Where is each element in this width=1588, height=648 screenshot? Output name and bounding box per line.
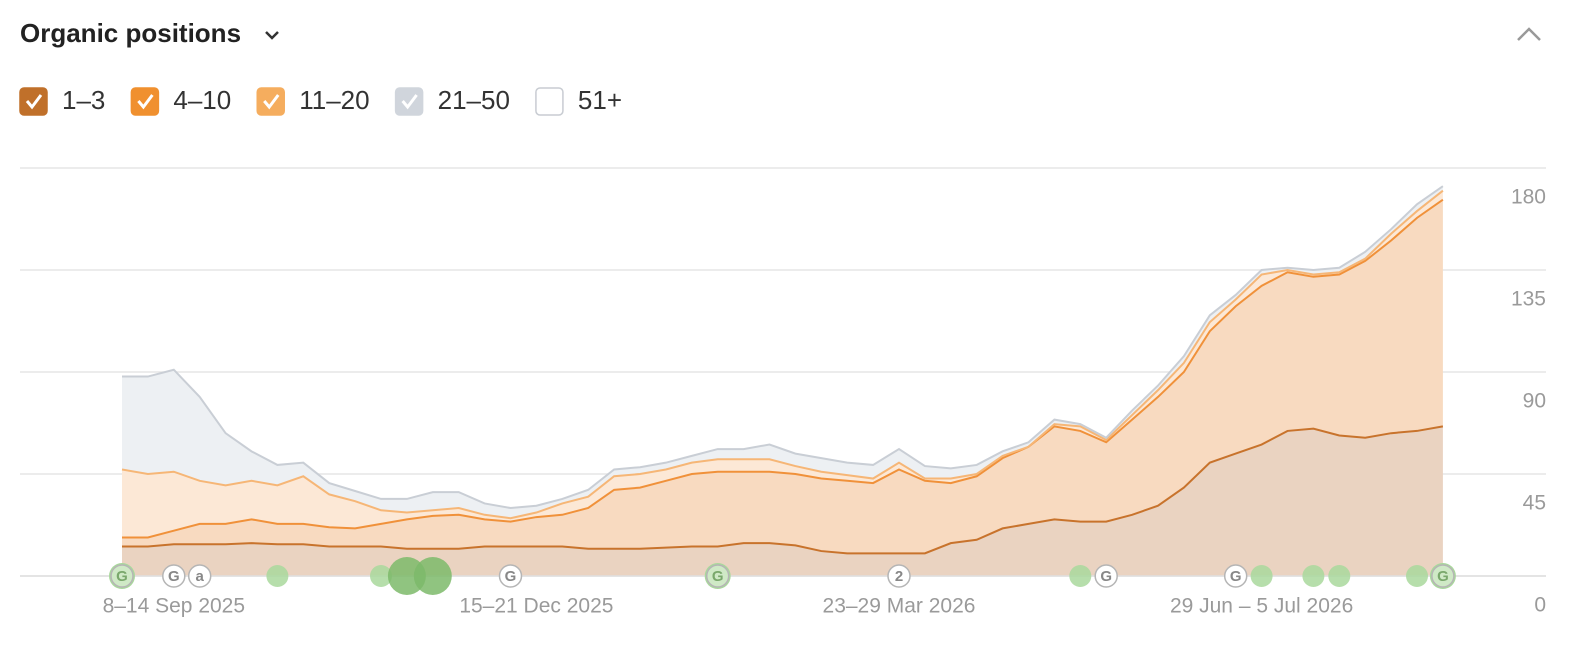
checkbox[interactable] [535,87,564,116]
annotation[interactable]: G [704,563,731,589]
annotation-badge[interactable] [887,564,911,588]
annotation-label[interactable]: G [1437,568,1449,585]
annotation-badge[interactable] [1223,564,1248,588]
area [122,186,1443,519]
x-tick-label: 23–29 Mar 2026 [823,595,976,618]
legend-item[interactable]: 21–50 [394,85,510,116]
legend: 1–3 4–10 11–20 21–50 51+ [19,85,622,116]
annotation-label[interactable]: G [1100,568,1112,585]
dropdown-chevron[interactable] [265,31,279,40]
y-tick-label: 90 [1523,390,1546,413]
annotation[interactable]: G [162,564,186,588]
annotation-badge[interactable] [498,564,523,588]
legend-item[interactable]: 11–20 [256,85,370,116]
annotation[interactable]: G [1094,564,1118,588]
event-dot[interactable] [1302,565,1325,587]
annotation-badge[interactable] [162,564,186,588]
annotation[interactable]: 2 [887,564,911,588]
x-tick-label: 8–14 Sep 2025 [103,595,245,618]
annotation-label[interactable]: G [1230,568,1242,585]
legend-label[interactable]: 21–50 [438,85,510,115]
line [122,425,1444,555]
legend-label[interactable]: 11–20 [299,85,369,115]
event-dot[interactable] [413,557,452,595]
annotation[interactable]: a [187,564,212,588]
annotation-label[interactable]: G [116,568,128,585]
annotation[interactable]: G [498,564,523,588]
legend-item[interactable]: 51+ [535,85,622,116]
legend-label[interactable]: 51+ [578,85,622,115]
annotation-badge[interactable] [110,564,134,588]
line [121,189,1444,520]
annotation[interactable]: G [1223,564,1248,588]
area [122,190,1443,538]
legend-item[interactable]: 4–10 [130,85,231,116]
line [122,185,1444,510]
annotation-badge[interactable] [705,564,730,588]
event-dot[interactable] [1406,565,1428,587]
annotation[interactable]: G [109,563,135,589]
areas [121,185,1444,576]
collapse-button[interactable] [1517,27,1541,41]
y-tick-label: 135 [1511,288,1546,311]
annotation-label[interactable]: G [712,568,724,585]
annotation-badge[interactable] [187,564,212,588]
y-tick-label: 45 [1523,492,1546,515]
checkbox[interactable] [394,87,424,116]
checkmark [401,94,418,110]
annotation-badge[interactable] [1431,564,1455,588]
annotation-label[interactable]: G [505,568,517,585]
event-dot[interactable] [1328,565,1351,587]
annotation-badge[interactable] [1094,564,1118,588]
area [122,426,1443,576]
event-dot[interactable] [266,565,289,587]
legend-item[interactable]: 1–3 [19,85,105,116]
legend-label[interactable]: 4–10 [173,85,231,115]
annotation[interactable]: G [1429,563,1456,589]
x-tick-label: 15–21 Dec 2025 [459,595,613,618]
checkmark [263,94,280,110]
checkmark [25,94,43,110]
legend-label[interactable]: 1–3 [62,85,105,115]
checkbox[interactable] [256,87,285,116]
line [122,198,1444,539]
event-dot[interactable] [370,565,392,587]
event-dot[interactable] [1250,565,1273,587]
annotation-label[interactable]: G [168,568,180,585]
annotation-label[interactable]: 2 [895,568,903,585]
checkbox[interactable] [19,87,48,116]
checkbox[interactable] [130,87,160,116]
event-dot[interactable] [1069,565,1092,587]
annotation-label[interactable]: a [196,568,205,585]
chart-title[interactable]: Organic positions [20,18,241,48]
y-tick-label: 0 [1534,594,1546,617]
checkmark [137,94,154,110]
x-tick-label: 29 Jun – 5 Jul 2026 [1170,595,1353,618]
area [122,199,1443,554]
y-tick-label: 180 [1511,186,1546,209]
